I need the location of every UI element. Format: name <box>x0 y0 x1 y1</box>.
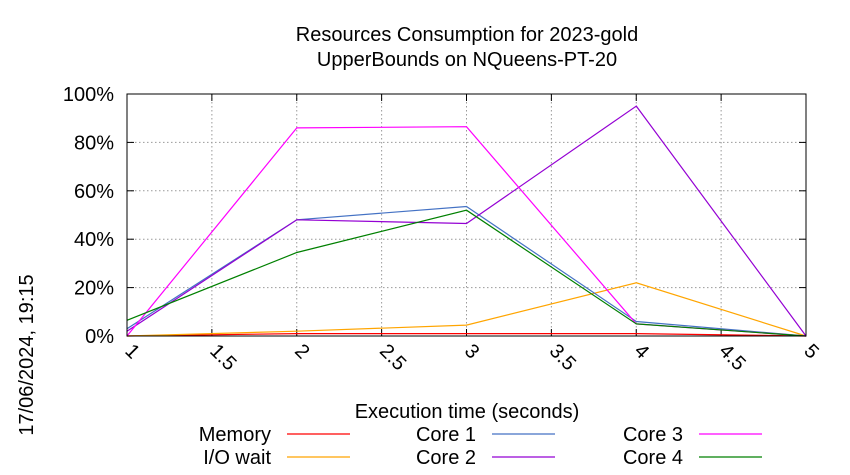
grid <box>127 94 806 336</box>
legend-label: Core 1 <box>416 424 476 446</box>
y-tick-label: 80% <box>74 132 114 154</box>
timestamp-label: 17/06/2024, 19:15 <box>16 274 38 435</box>
series-line-core-1 <box>126 205 807 337</box>
x-tick-label: 3 <box>460 340 483 363</box>
x-tick-label: 2 <box>290 340 313 363</box>
chart-title-line2: UpperBounds on NQueens-PT-20 <box>317 49 617 71</box>
legend-label: Core 2 <box>416 447 476 469</box>
x-tick-label: 1 <box>120 340 143 363</box>
y-tick-label: 0% <box>85 326 114 348</box>
chart-title-line1: Resources Consumption for 2023-gold <box>296 24 638 46</box>
series-line-memory <box>126 333 807 337</box>
series-line-core-4 <box>126 209 807 337</box>
legend-label: I/O wait <box>203 447 271 469</box>
x-tick-label: 3.5 <box>545 340 580 375</box>
x-tick-label: 2.5 <box>375 340 410 375</box>
plot-frame <box>126 93 807 337</box>
y-tick-label: 60% <box>74 181 114 203</box>
y-tick-label: 40% <box>74 229 114 251</box>
series-line-i-o-wait <box>126 282 807 337</box>
x-tick-label: 4 <box>630 340 653 363</box>
x-tick-label: 5 <box>799 340 822 363</box>
x-tick-label: 1.5 <box>205 340 240 375</box>
legend-label: Core 4 <box>623 447 683 469</box>
y-axis: 0% 20% 40% 60% 80% 100% <box>63 84 806 348</box>
y-tick-label: 100% <box>63 84 114 106</box>
x-axis-label: Execution time (seconds) <box>355 401 580 423</box>
legend-label: Core 3 <box>623 424 683 446</box>
series-line-core-2 <box>126 105 807 337</box>
y-tick-label: 20% <box>74 278 114 300</box>
x-tick-label: 4.5 <box>715 340 750 375</box>
plot-lines <box>126 105 807 337</box>
legend-label: Memory <box>199 424 271 446</box>
